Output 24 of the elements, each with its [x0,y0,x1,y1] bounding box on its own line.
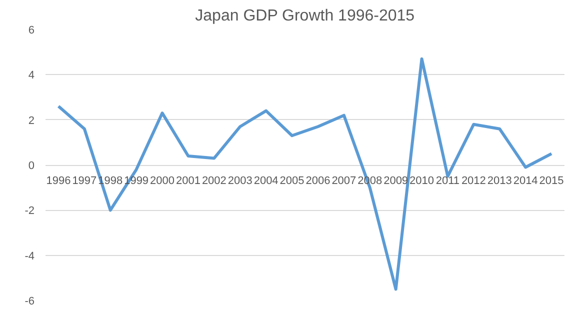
y-tick-label: -4 [24,250,34,262]
x-tick-label: 2015 [539,175,564,187]
x-tick-label: 2013 [487,175,512,187]
x-tick-label: 2012 [461,175,486,187]
x-tick-label: 2000 [150,175,175,187]
x-tick-label: 2004 [254,175,278,187]
x-tick-label: 2010 [410,175,434,187]
y-tick-label: 2 [28,114,35,127]
x-tick-label: 2014 [513,175,538,187]
y-tick-label: -2 [24,205,34,218]
y-tick-label: 0 [28,160,35,172]
x-tick-label: 2005 [280,175,304,187]
x-tick-label: 1996 [46,175,71,187]
x-tick-label: 1997 [72,175,97,187]
y-tick-label: -6 [24,296,34,308]
chart-title: Japan GDP Growth 1996-2015 [195,8,415,24]
x-tick-label: 2003 [228,175,252,187]
x-tick-label: 2007 [332,175,356,187]
y-tick-label: 6 [28,24,35,36]
x-tick-label: 2002 [202,175,226,187]
x-tick-label: 2001 [176,175,200,187]
x-tick-label: 2006 [306,175,330,187]
y-tick-label: 4 [28,70,35,82]
x-tick-label: 2011 [436,175,460,187]
